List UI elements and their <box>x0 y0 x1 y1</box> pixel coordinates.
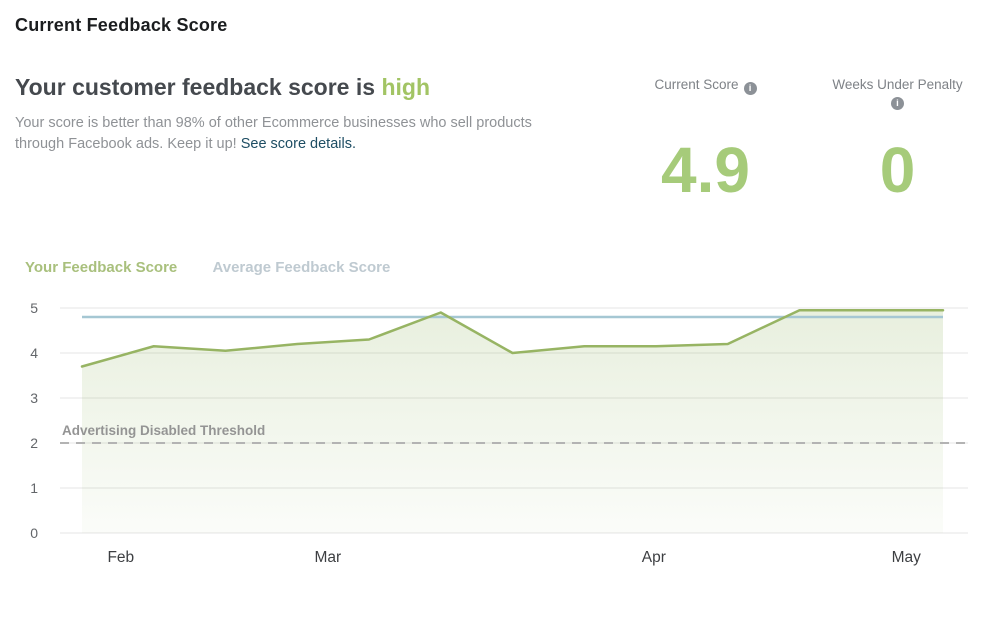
legend-average-feedback-score: Average Feedback Score <box>212 259 391 276</box>
x-month-label: Apr <box>642 549 666 566</box>
y-tick-label: 5 <box>30 300 38 316</box>
score-description: Your score is better than 98% of other E… <box>15 113 573 155</box>
threshold-label: Advertising Disabled Threshold <box>62 423 265 438</box>
current-score-value: 4.9 <box>661 134 750 206</box>
your-score-area <box>82 310 943 533</box>
weeks-under-penalty-label-row: Weeks Under Penalty i <box>815 76 980 110</box>
y-tick-label: 3 <box>30 390 38 406</box>
headline: Your customer feedback score is high <box>15 74 430 101</box>
y-tick-label: 2 <box>30 435 38 451</box>
y-tick-label: 4 <box>30 345 38 361</box>
weeks-under-penalty-stat: Weeks Under Penalty i 0 <box>815 76 980 206</box>
y-tick-label: 1 <box>30 480 38 496</box>
current-score-label-row: Current Score i <box>618 76 793 95</box>
see-score-details-link[interactable]: See score details. <box>240 136 356 152</box>
x-month-label: Mar <box>315 549 342 566</box>
your-score-line <box>80 309 945 368</box>
legend-your-feedback-score: Your Feedback Score <box>25 259 178 276</box>
current-score-stat: Current Score i 4.9 <box>618 76 793 206</box>
x-month-label: Feb <box>107 549 134 566</box>
page-title: Current Feedback Score <box>15 15 228 35</box>
y-tick-label: 0 <box>30 525 38 541</box>
chart-legend: Your Feedback Score Average Feedback Sco… <box>25 259 390 276</box>
current-score-label: Current Score <box>654 77 739 92</box>
score-status-badge: high <box>381 74 430 100</box>
x-month-label: May <box>892 549 922 566</box>
feedback-score-chart: 0 1 2 3 4 5 Advertising Disabled Threshold Feb M… <box>30 300 968 566</box>
headline-text: Your customer feedback score is <box>15 74 376 100</box>
weeks-under-penalty-label: Weeks Under Penalty <box>832 77 963 92</box>
info-icon[interactable]: i <box>891 97 904 110</box>
description-text: Your score is better than 98% of other E… <box>15 115 532 152</box>
info-icon[interactable]: i <box>743 82 757 95</box>
weeks-under-penalty-value: 0 <box>879 134 916 206</box>
